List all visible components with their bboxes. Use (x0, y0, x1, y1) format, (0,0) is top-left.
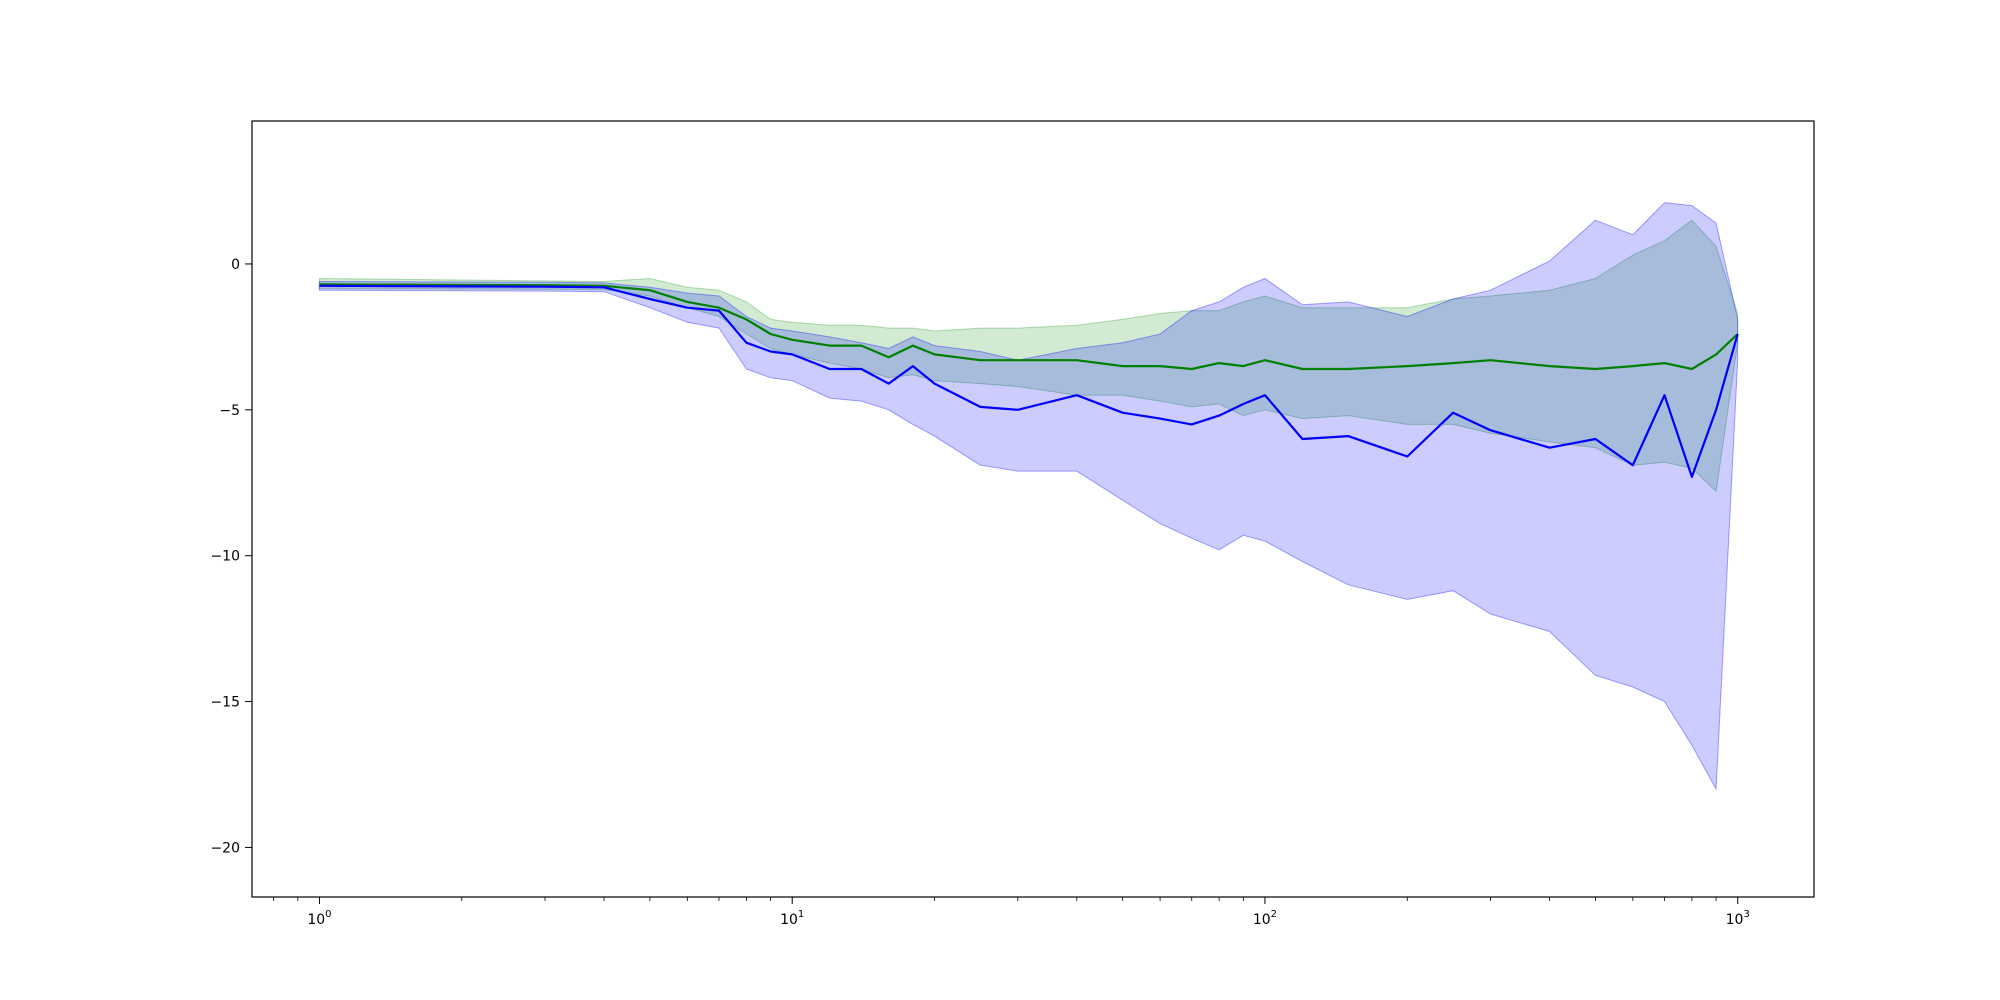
series-0-line (319, 283, 1739, 371)
series-1-band (318, 202, 1739, 791)
x-tick-label: 101 (780, 909, 804, 928)
x-axis: 100 101 102 103 (273, 897, 1750, 928)
y-tick-label: 0 (231, 257, 240, 273)
y-tick-label: −10 (210, 549, 240, 565)
y-tick-label: −5 (219, 403, 240, 419)
x-tick-label: 100 (307, 909, 331, 928)
series-lines (319, 283, 1739, 478)
series-1-line (319, 284, 1739, 478)
y-tick-label: −20 (210, 840, 240, 856)
x-tick-label: 103 (1726, 909, 1750, 928)
plot-frame (251, 120, 1815, 898)
y-tick-label: −15 (210, 695, 240, 711)
x-tick-label: 102 (1253, 909, 1277, 928)
y-axis: 0 −5 −10 −15 −20 (210, 257, 252, 856)
